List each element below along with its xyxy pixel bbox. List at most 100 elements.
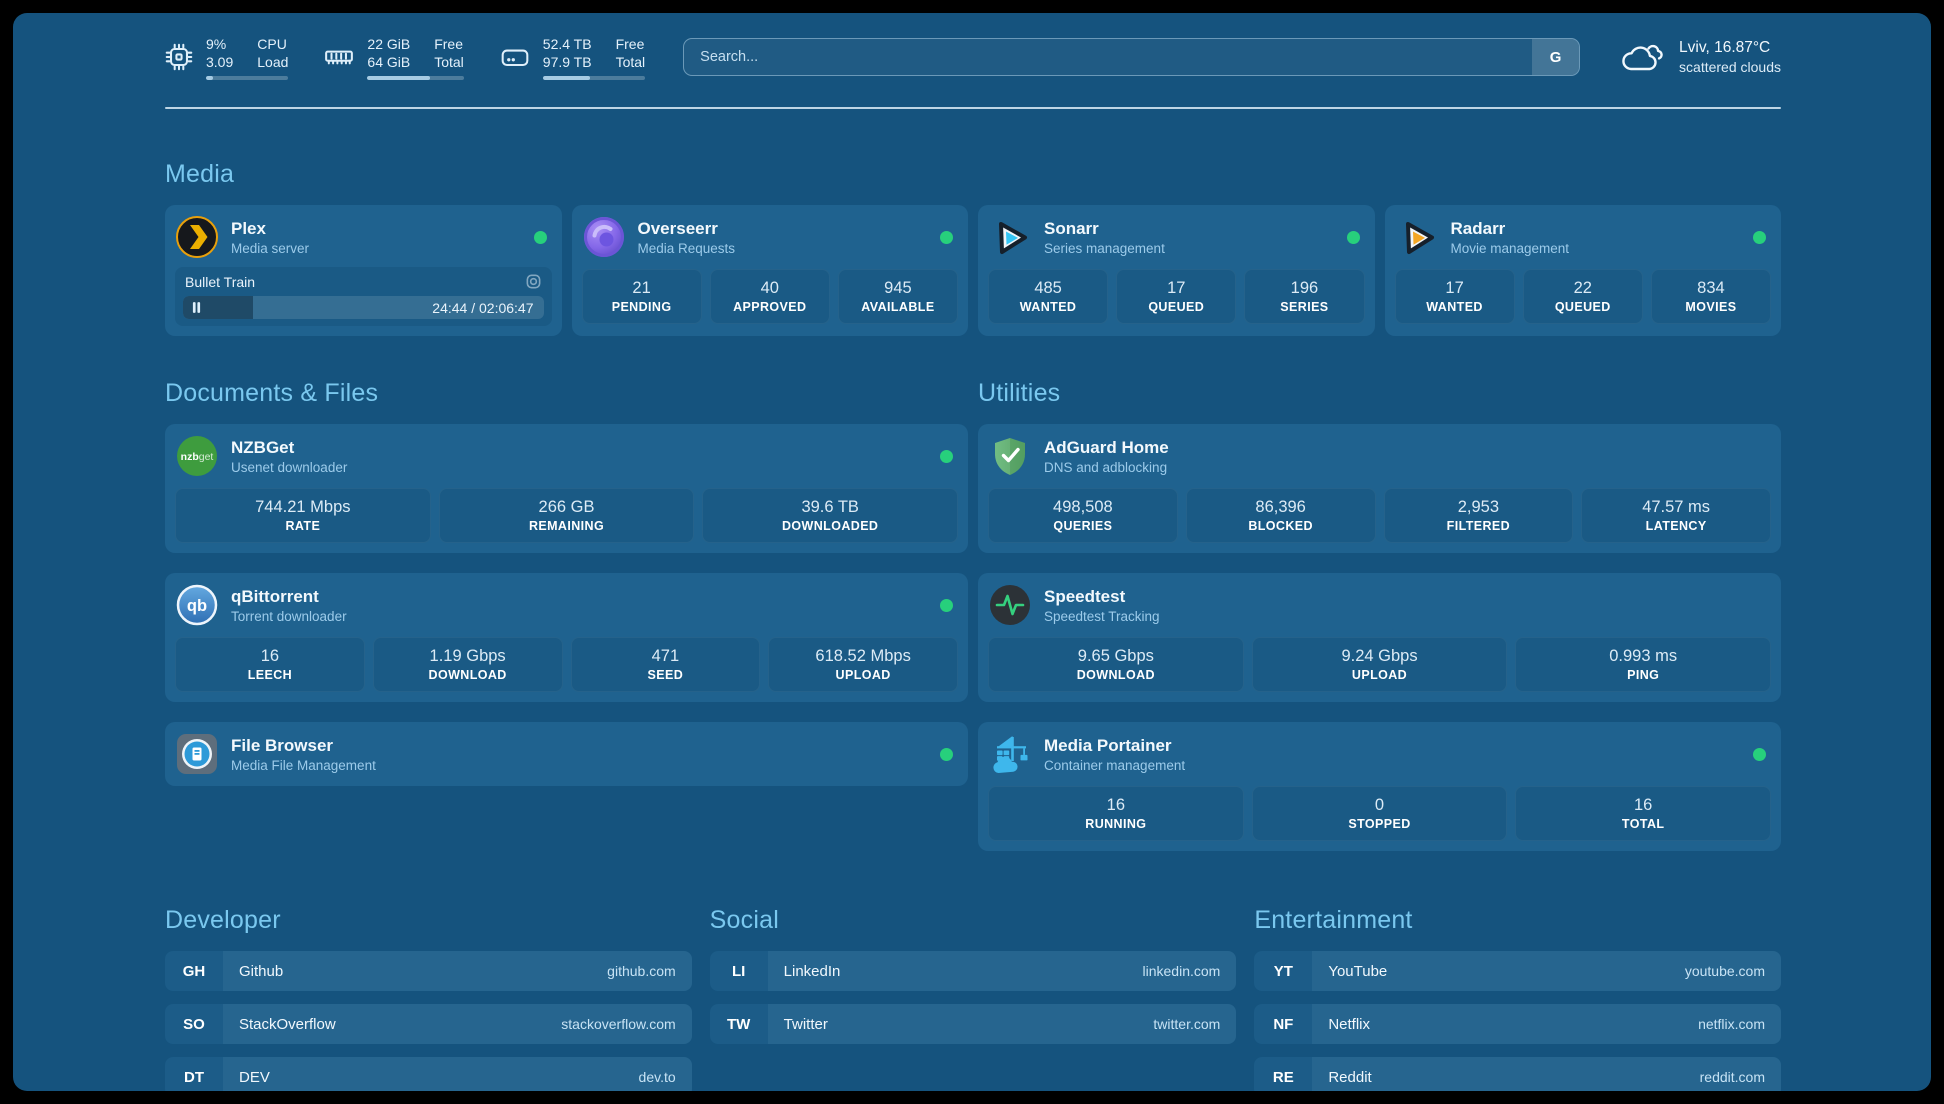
link-url: dev.to [638,1069,676,1085]
link-linkedin[interactable]: LI LinkedIn linkedin.com [709,951,1237,991]
link-url: linkedin.com [1142,963,1221,979]
playback-progress-bar[interactable]: 24:44 / 02:06:47 [183,296,544,319]
memory-usage-bar [367,75,464,80]
stat-box: 39.6 TB DOWNLOADED [702,488,959,543]
storage-usage-bar [542,75,646,80]
link-tag: LI [709,951,768,991]
link-name: Github [239,962,284,980]
search-bar: G [683,38,1581,76]
app-card-plex[interactable]: Plex Media server Bullet Train [165,205,562,336]
section-title-entertainment: Entertainment [1254,906,1413,934]
sonarr-icon [988,215,1032,259]
link-name: Netflix [1328,1015,1371,1033]
storage-free-label: Free [615,35,645,52]
link-name: LinkedIn [783,962,841,980]
app-card-portainer[interactable]: Media Portainer Container management 16 … [978,722,1781,851]
memory-icon [324,43,354,71]
search-engine-button[interactable]: G [1532,39,1580,75]
link-tag: RE [1254,1057,1313,1091]
link-url: twitter.com [1153,1016,1221,1032]
memory-free-value: 22 GiB [367,35,411,52]
link-url: github.com [607,963,676,979]
app-card-adguard[interactable]: AdGuard Home DNS and adblocking 498,508 … [978,424,1781,553]
svg-text:nzbget: nzbget [181,451,214,463]
app-subtitle: DNS and adblocking [1044,459,1168,475]
playback-elapsed-fill [183,296,254,319]
status-indicator [940,230,953,244]
status-indicator [1346,230,1360,244]
pause-icon[interactable] [192,302,201,313]
stat-box: 17 WANTED [1394,269,1515,324]
storage-icon [500,44,530,70]
section-title-documents: Documents & Files [165,379,379,407]
stat-box: 16 RUNNING [988,786,1244,841]
app-title: Plex [231,218,266,238]
weather-location-temperature: Lviv, 16.87°C [1679,39,1771,56]
app-card-speedtest[interactable]: Speedtest Speedtest Tracking 9.65 Gbps D… [978,573,1781,702]
storage-free-value: 52.4 TB [542,35,592,52]
link-youtube[interactable]: YT YouTube youtube.com [1254,951,1781,991]
playback-time: 24:44 / 02:06:47 [432,299,534,316]
link-url: reddit.com [1699,1069,1765,1085]
nzbget-icon: nzbget [175,434,219,478]
storage-total-label: Total [615,53,646,70]
link-github[interactable]: GH Github github.com [165,951,692,991]
now-playing-panel: Bullet Train [175,267,552,326]
stat-box: 945 AVAILABLE [837,269,959,324]
qbittorrent-icon: qb [175,583,219,627]
link-dev[interactable]: DT DEV dev.to [165,1057,692,1091]
app-card-filebrowser[interactable]: File Browser Media File Management [165,722,968,786]
app-card-overseerr[interactable]: Overseerr Media Requests 21 PENDING 40 A… [571,205,968,336]
svg-text:qb: qb [187,597,207,615]
radarr-icon [1395,215,1439,259]
stat-box: 485 WANTED [988,269,1109,324]
section-developer: Developer GH Github github.com SO StackO… [165,905,692,1091]
stat-box: 86,396 BLOCKED [1185,488,1376,543]
status-indicator [1753,230,1766,244]
link-name: YouTube [1328,962,1388,980]
search-input[interactable] [684,39,1533,75]
app-title: Overseerr [637,218,718,238]
stat-box: 47.57 ms LATENCY [1581,488,1771,543]
app-title: AdGuard Home [1044,437,1169,457]
app-subtitle: Media File Management [231,757,376,773]
dashboard: 9% 3.09 CPU Load [13,13,1931,1091]
link-tag: YT [1254,951,1313,991]
link-stackoverflow[interactable]: SO StackOverflow stackoverflow.com [165,1004,692,1044]
section-utilities: Utilities [978,378,1781,851]
link-url: netflix.com [1698,1016,1765,1032]
scattered-clouds-icon [1618,38,1664,76]
app-title: qBittorrent [231,586,319,606]
memory-total-value: 64 GiB [367,53,411,70]
link-netflix[interactable]: NF Netflix netflix.com [1254,1004,1781,1044]
app-title: Radarr [1450,218,1506,238]
link-twitter[interactable]: TW Twitter twitter.com [709,1004,1237,1044]
app-subtitle: Speedtest Tracking [1044,608,1160,624]
metric-memory: 22 GiB 64 GiB Free Total [324,35,464,80]
memory-free-label: Free [434,35,464,52]
adguard-icon [988,434,1032,478]
stat-box: 744.21 Mbps RATE [175,488,431,543]
stat-box: 9.24 Gbps UPLOAD [1251,637,1508,692]
app-card-radarr[interactable]: Radarr Movie management 17 WANTED 22 QUE… [1384,205,1781,336]
plex-icon [175,215,219,259]
storage-total-value: 97.9 TB [542,53,592,70]
app-title: Media Portainer [1044,735,1172,755]
link-url: youtube.com [1684,963,1765,979]
link-name: StackOverflow [239,1015,336,1033]
cpu-icon [165,43,193,71]
app-card-qbittorrent[interactable]: qb qBittorrent Torrent downloader 16 LEE… [165,573,968,702]
stat-box: 22 QUEUED [1522,269,1643,324]
session-settings-icon[interactable] [525,273,542,290]
app-card-sonarr[interactable]: Sonarr Series management 485 WANTED 17 Q… [978,205,1375,336]
memory-total-label: Total [434,53,464,70]
link-reddit[interactable]: RE Reddit reddit.com [1254,1057,1781,1091]
section-documents: Documents & Files nzbget NZBGet U [165,378,968,786]
app-subtitle: Movie management [1450,240,1570,256]
app-card-nzbget[interactable]: nzbget NZBGet Usenet downloader 744.21 M… [165,424,968,553]
portainer-icon [988,732,1032,776]
status-indicator [940,747,953,761]
stat-box: 498,508 QUERIES [988,488,1178,543]
weather-condition: scattered clouds [1679,59,1781,75]
cpu-load-label: Load [257,53,289,70]
